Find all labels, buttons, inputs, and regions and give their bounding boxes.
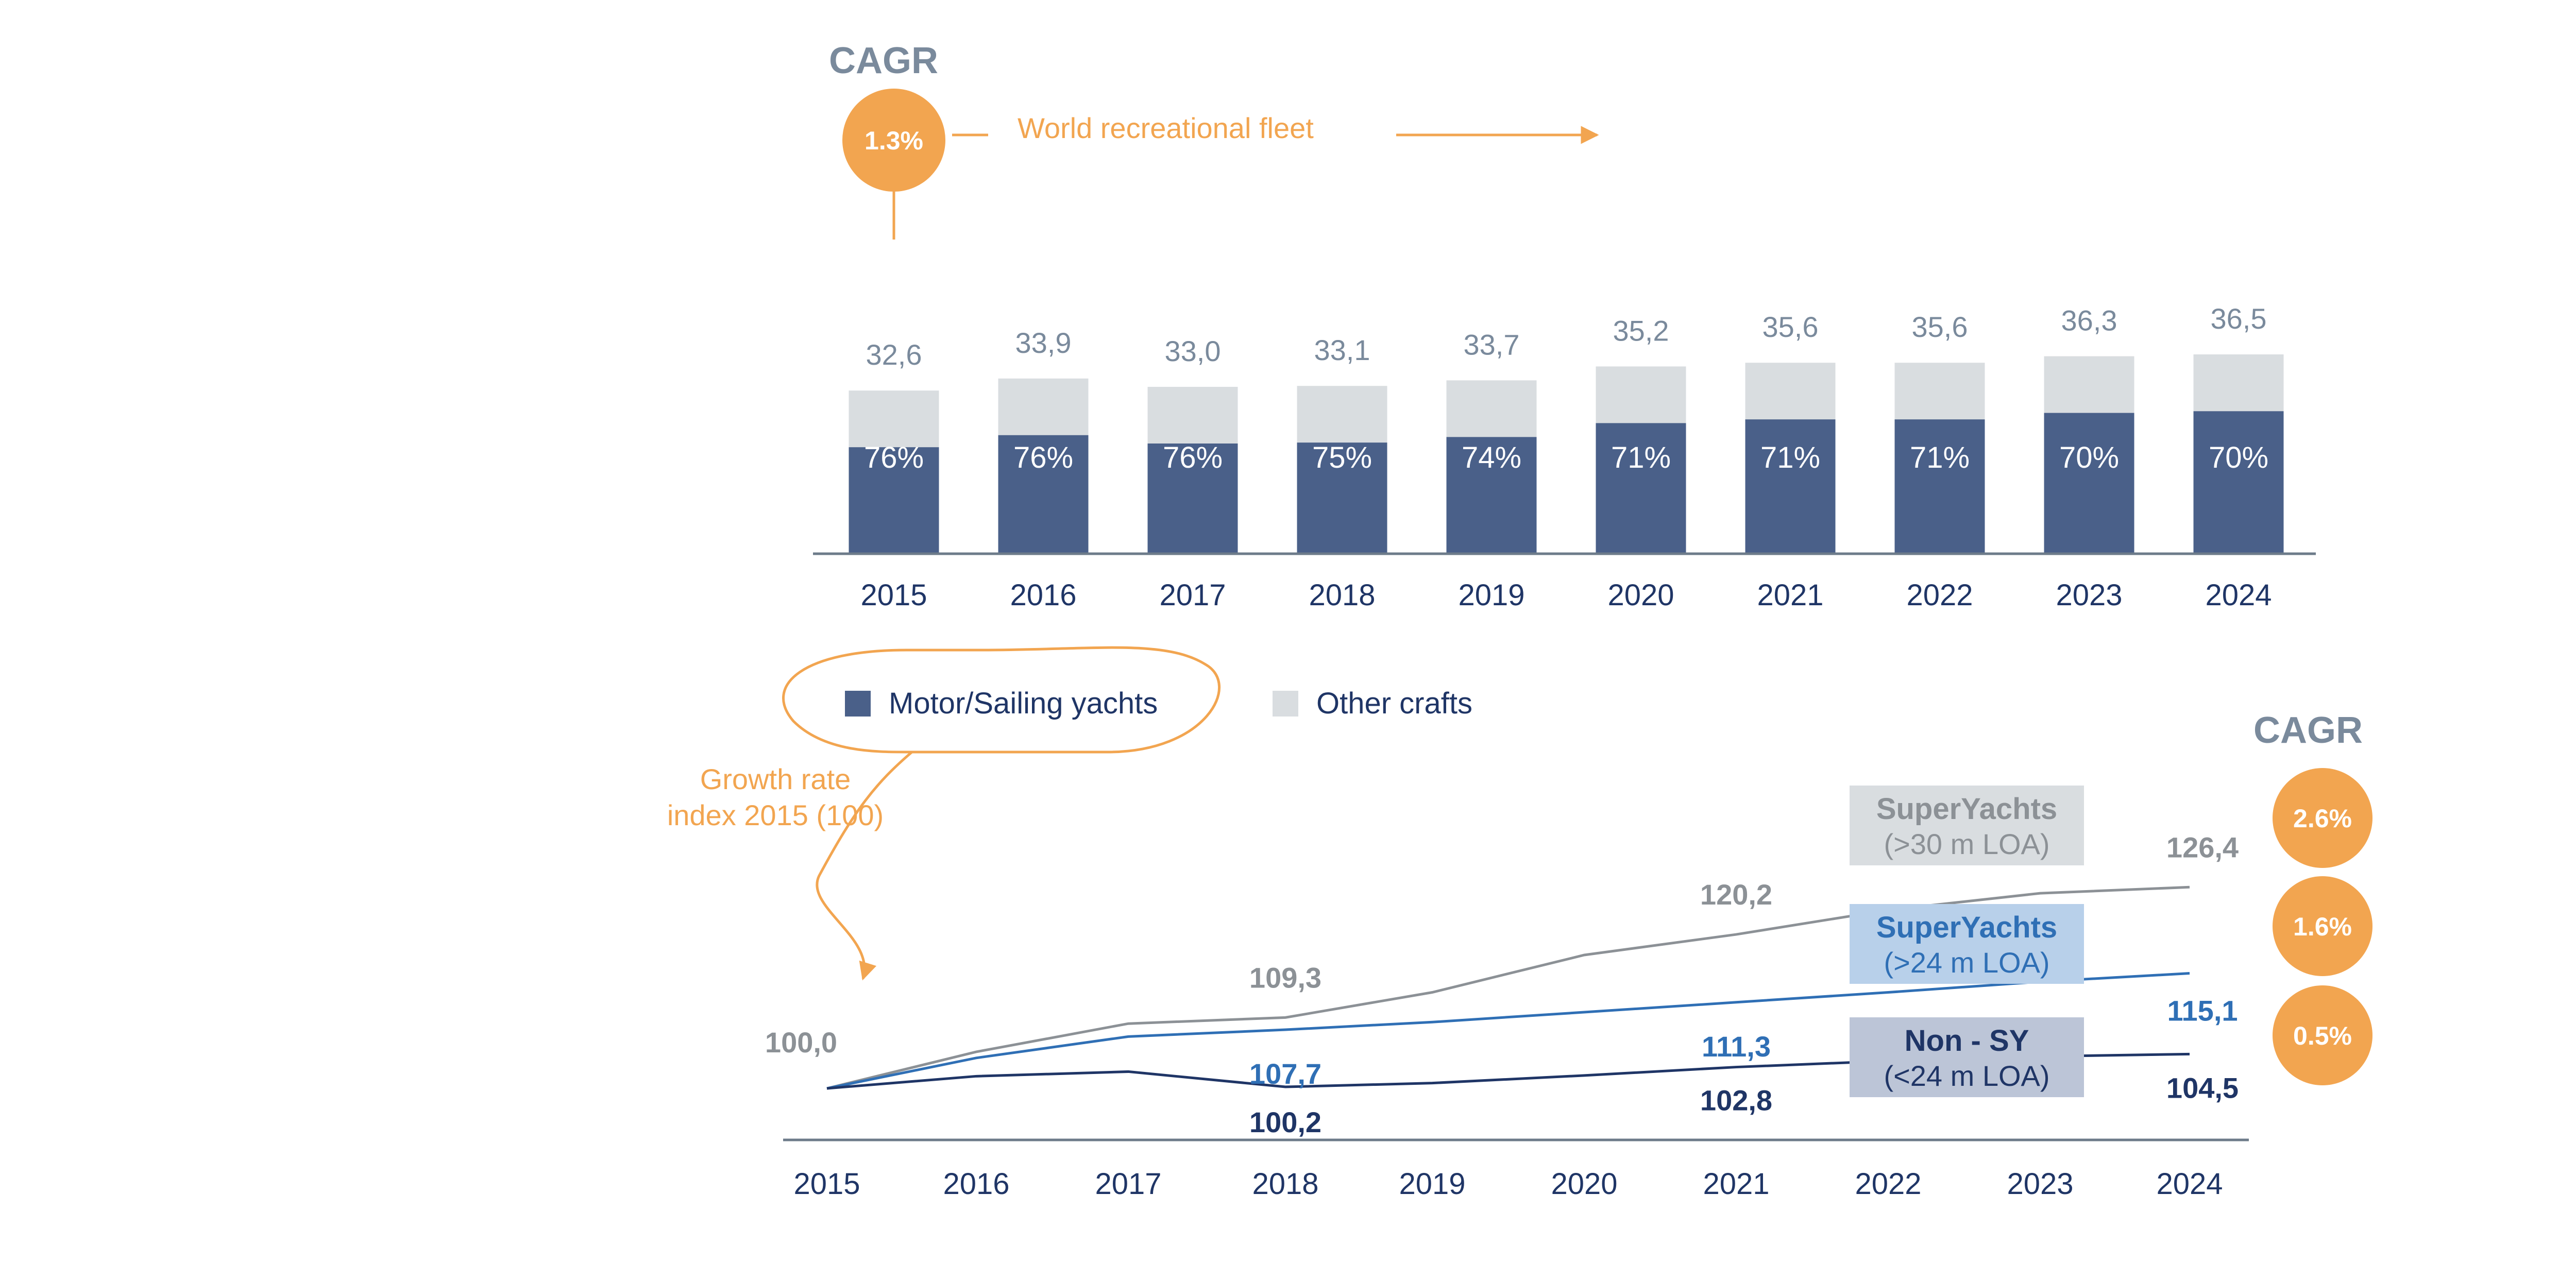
- bar-motor-2022: [1894, 419, 1985, 554]
- line-series-2: [826, 972, 2190, 1090]
- top-tick-2018: 2018: [1309, 578, 1375, 612]
- value-label-1-2024: 126,4: [2166, 831, 2239, 863]
- bar-group: 32,6 76% 2015 33,9 76% 2016 33,0 76% 2017 33,1 75%…: [849, 302, 2284, 612]
- bottom-tick-2023: 2023: [2007, 1167, 2073, 1201]
- bottom-tick-group: 2015 2016 2017 2018 2019 2020 2021 2022 2023 2024: [793, 1167, 2223, 1201]
- series-box-3: [1850, 1017, 2084, 1097]
- line-label-group: 100,0 109,3 120,2 126,4 107,7 111,3 115,1 100,2…: [765, 831, 2239, 1138]
- bar-total-2020: 35,2: [1613, 314, 1669, 347]
- value-label-3-2021: 102,8: [1700, 1084, 1772, 1117]
- bar-motor-2017: [1147, 444, 1238, 554]
- series-box-1: [1850, 786, 2084, 865]
- bar-total-2023: 36,3: [2061, 304, 2117, 337]
- cagr-circle-2: [2273, 876, 2372, 976]
- bar-share-2024: 70%: [2209, 441, 2268, 474]
- bar-motor-2023: [2044, 413, 2134, 554]
- bar-share-2019: 74%: [1462, 441, 1521, 474]
- bar-total-2016: 33,9: [1015, 327, 1072, 359]
- bar-motor-2018: [1297, 442, 1387, 554]
- cagr-circle-1: [2273, 768, 2372, 868]
- series-box-sub-2: (>24 m LOA): [1884, 946, 2049, 979]
- top-tick-2023: 2023: [2056, 578, 2122, 612]
- top-cagr-value: 1.3%: [865, 126, 923, 155]
- legend-label-motor: Motor/Sailing yachts: [889, 687, 1158, 720]
- bar-total-2017: 33,0: [1165, 335, 1221, 367]
- bar-share-2023: 70%: [2059, 441, 2119, 474]
- bar-share-2017: 76%: [1163, 441, 1223, 474]
- bar-motor-2015: [849, 447, 939, 554]
- value-label-2-2021: 111,3: [1702, 1030, 1771, 1063]
- bottom-tick-2016: 2016: [943, 1167, 1009, 1201]
- top-tick-2019: 2019: [1458, 578, 1524, 612]
- series-box-group: SuperYachts(>30 m LOA)SuperYachts(>24 m …: [1850, 786, 2084, 1097]
- top-tick-2020: 2020: [1607, 578, 1674, 612]
- bar-total-2015: 32,6: [866, 338, 922, 371]
- legend-swatch-motor: [845, 691, 871, 717]
- legend-swatch-other: [1273, 691, 1298, 717]
- value-label-1-2018: 109,3: [1249, 961, 1321, 994]
- bar-share-2018: 75%: [1312, 441, 1372, 474]
- bottom-tick-2019: 2019: [1399, 1167, 1465, 1201]
- cagr-value-3: 0.5%: [2293, 1021, 2352, 1050]
- top-tick-2017: 2017: [1159, 578, 1226, 612]
- bar-motor-2016: [998, 435, 1089, 554]
- bar-total-2018: 33,1: [1314, 334, 1370, 366]
- bar-motor-2019: [1446, 437, 1537, 554]
- bar-total-2022: 35,6: [1912, 311, 1968, 343]
- bar-share-2015: 76%: [864, 441, 924, 474]
- legend-label-other: Other crafts: [1316, 687, 1472, 720]
- series-box-sub-3: (<24 m LOA): [1884, 1060, 2049, 1092]
- start-label: 100,0: [765, 1026, 837, 1059]
- value-label-2-2024: 115,1: [2167, 995, 2238, 1027]
- stacked-bar-chart: CAGR 1.3% World recreational fleet 32,6 7…: [813, 40, 2316, 612]
- bar-share-2022: 71%: [1910, 441, 1970, 474]
- top-tick-2024: 2024: [2205, 578, 2272, 612]
- series-box-title-1: SuperYachts: [1876, 792, 2057, 826]
- series-box-title-3: Non - SY: [1905, 1024, 2029, 1058]
- growth-annotation-line2: index 2015 (100): [667, 799, 884, 831]
- top-tick-2015: 2015: [860, 578, 927, 612]
- legend: Motor/Sailing yachts Other crafts: [782, 646, 1472, 754]
- series-box-2: [1850, 904, 2084, 984]
- bar-motor-2021: [1745, 419, 1836, 554]
- growth-annotation-line1: Growth rate: [700, 763, 851, 795]
- bottom-tick-2020: 2020: [1551, 1167, 1617, 1201]
- cagr-value-1: 2.6%: [2293, 804, 2352, 833]
- bottom-tick-2024: 2024: [2156, 1167, 2223, 1201]
- bar-share-2021: 71%: [1760, 441, 1820, 474]
- bar-total-2021: 35,6: [1762, 311, 1819, 343]
- bottom-cagr-title: CAGR: [2253, 710, 2363, 751]
- bar-share-2020: 71%: [1611, 441, 1671, 474]
- bottom-tick-2022: 2022: [1855, 1167, 1921, 1201]
- bottom-tick-2015: 2015: [793, 1167, 860, 1201]
- cagr-circle-group: 2.6% 1.6% 0.5%: [2273, 768, 2372, 1085]
- fleet-annotation: World recreational fleet: [1018, 112, 1314, 144]
- cagr-circle-3: [2273, 985, 2372, 1085]
- bar-total-2024: 36,5: [2211, 302, 2267, 335]
- legend-bubble: [782, 646, 1221, 754]
- top-tick-2021: 2021: [1757, 578, 1823, 612]
- top-cagr-title: CAGR: [829, 40, 938, 81]
- value-label-3-2018: 100,2: [1249, 1106, 1321, 1138]
- value-label-2-2018: 107,7: [1249, 1058, 1321, 1090]
- top-tick-2022: 2022: [1906, 578, 1973, 612]
- bottom-tick-2018: 2018: [1252, 1167, 1318, 1201]
- bar-share-2016: 76%: [1013, 441, 1073, 474]
- bar-motor-2024: [2193, 411, 2284, 554]
- bar-motor-2020: [1596, 423, 1686, 554]
- bottom-tick-2021: 2021: [1703, 1167, 1769, 1201]
- top-cagr-circle: [842, 89, 945, 192]
- line-chart: Growth rate index 2015 (100) CAGR 100,01…: [667, 710, 2372, 1201]
- series-box-sub-1: (>30 m LOA): [1884, 828, 2049, 860]
- top-tick-2016: 2016: [1010, 578, 1076, 612]
- bar-total-2019: 33,7: [1464, 328, 1520, 361]
- value-label-1-2021: 120,2: [1700, 878, 1772, 911]
- growth-arrow: [816, 751, 913, 981]
- bottom-tick-2017: 2017: [1095, 1167, 1161, 1201]
- cagr-value-2: 1.6%: [2293, 912, 2352, 941]
- line-series-1: [826, 885, 2190, 1090]
- series-box-title-2: SuperYachts: [1876, 911, 2057, 944]
- value-label-3-2024: 104,5: [2166, 1071, 2239, 1104]
